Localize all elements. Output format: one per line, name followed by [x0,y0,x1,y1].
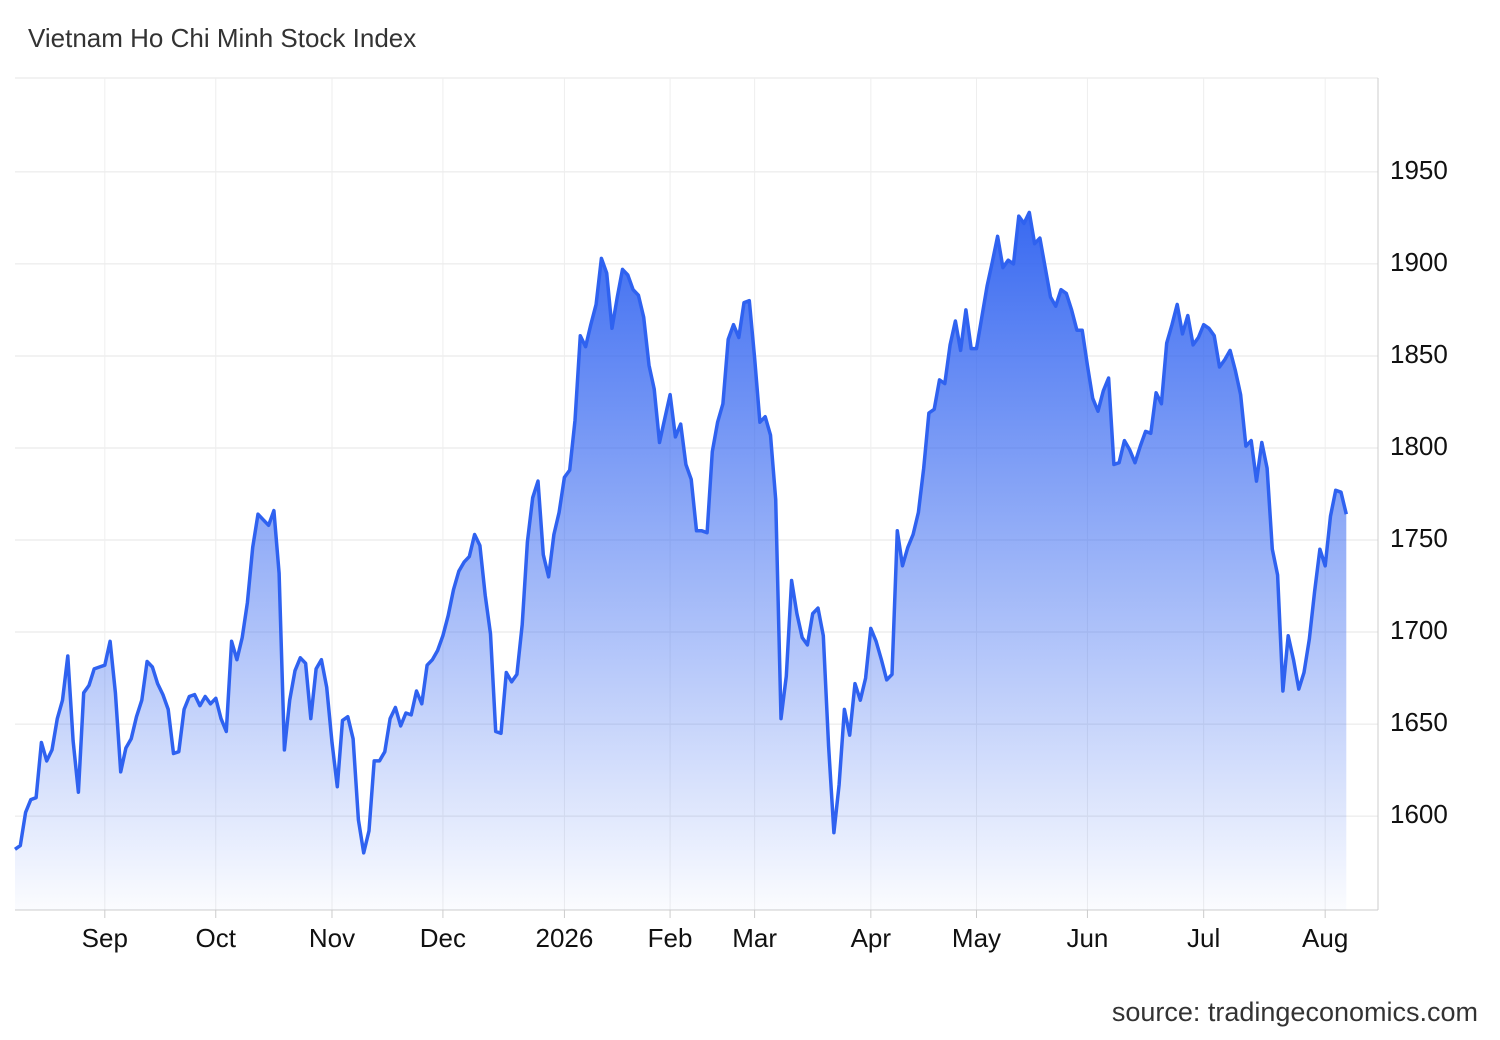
chart-title: Vietnam Ho Chi Minh Stock Index [28,23,416,53]
x-tick-label: Sep [82,923,128,953]
x-tick-label: Mar [732,923,777,953]
y-tick-label: 1950 [1390,155,1448,185]
y-tick-label: 1750 [1390,523,1448,553]
y-tick-label: 1800 [1390,431,1448,461]
x-tick-label: Feb [648,923,693,953]
x-tick-label: May [952,923,1001,953]
line [13,210,1349,855]
area-fill [15,212,1347,910]
y-tick-label: 1650 [1390,707,1448,737]
y-tick-label: 1900 [1390,247,1448,277]
x-tick-label: 2026 [536,923,594,953]
x-tick-label: Jun [1066,923,1108,953]
x-tick-label: Aug [1302,923,1348,953]
y-tick-label: 1850 [1390,339,1448,369]
y-tick-label: 1700 [1390,615,1448,645]
x-tick-label: Apr [851,923,892,953]
y-tick-label: 1600 [1390,799,1448,829]
x-tick-label: Dec [420,923,466,953]
x-tick-label: Oct [196,923,237,953]
x-tick-label: Jul [1187,923,1220,953]
x-tick-label: Nov [309,923,355,953]
source-note: source: tradingeconomics.com [1112,997,1478,1027]
